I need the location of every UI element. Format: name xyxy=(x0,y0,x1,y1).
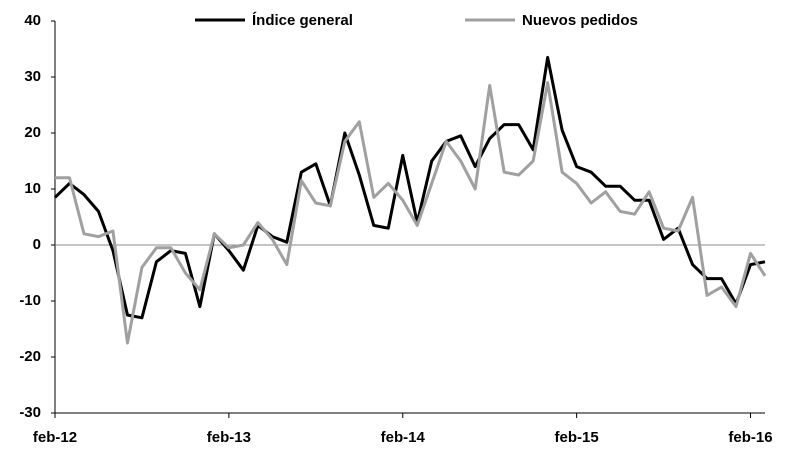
y-tick-label: 20 xyxy=(24,124,41,141)
y-tick-label: 10 xyxy=(24,180,41,197)
y-tick-label: 40 xyxy=(24,12,41,29)
series-line xyxy=(53,55,766,320)
x-tick-label: feb-14 xyxy=(381,429,426,446)
x-tick-label: feb-16 xyxy=(728,429,772,446)
x-tick-label: feb-13 xyxy=(207,429,251,446)
series-line xyxy=(55,81,767,345)
legend-label: Índice general xyxy=(252,12,353,29)
y-tick-label: 30 xyxy=(24,68,41,85)
y-tick-label: -10 xyxy=(19,292,41,309)
legend-label: Nuevos pedidos xyxy=(522,12,638,29)
y-tick-label: -20 xyxy=(19,348,41,365)
y-tick-label: -30 xyxy=(19,404,41,421)
y-tick-label: 0 xyxy=(33,236,41,253)
x-tick-label: feb-12 xyxy=(33,429,77,446)
x-tick-label: feb-15 xyxy=(555,429,599,446)
